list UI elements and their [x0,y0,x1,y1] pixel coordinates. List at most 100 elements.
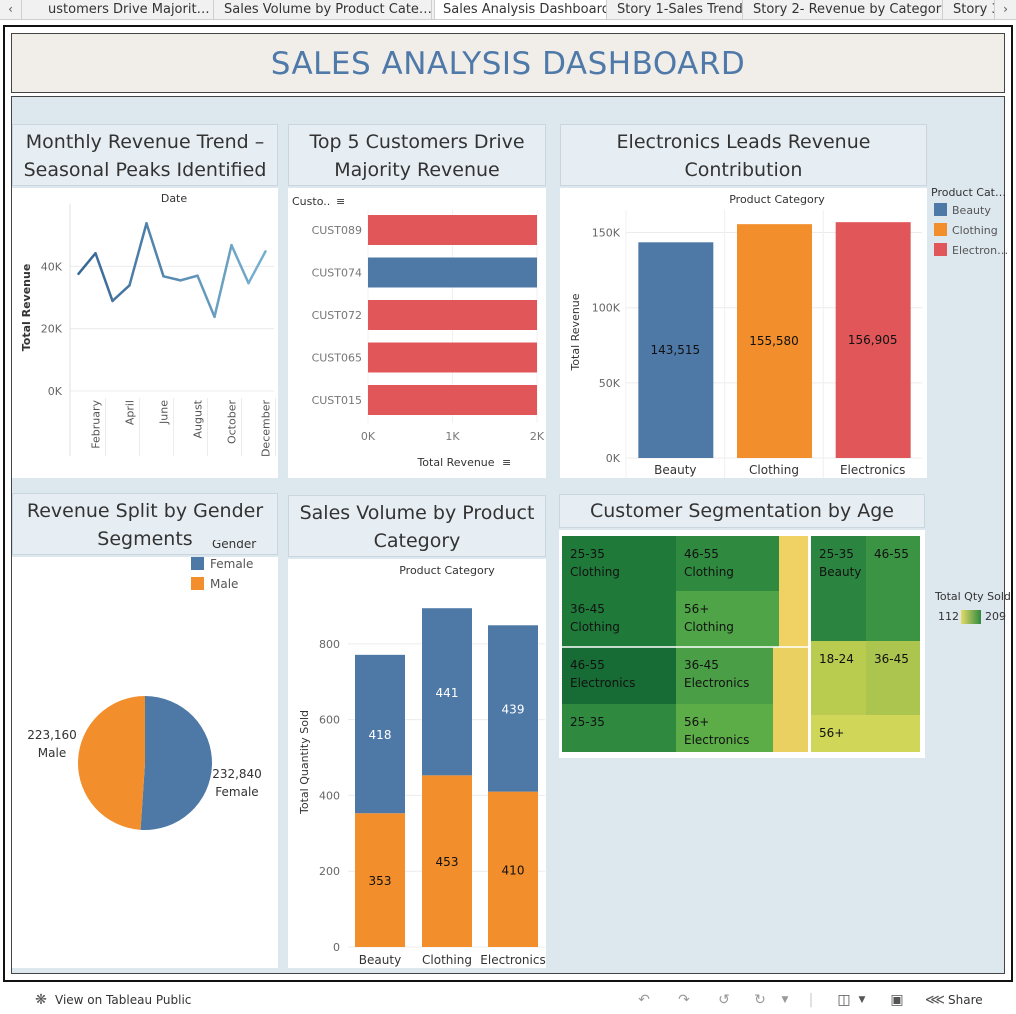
tab-story-1[interactable]: Story 1-Sales Trend [609,0,743,19]
top5-bar [368,385,537,415]
revert-icon[interactable]: ↺ [718,992,730,1008]
toolbar-divider: | [808,992,814,1008]
volume-category-label: Beauty [359,953,401,967]
treemap-cell [866,641,920,715]
monthly-ytick-label: 20K [41,323,63,336]
gender-pie-chart: Gender Female Male 232,840 Female 223,160 Male [27,540,262,830]
treemap-cell [811,536,866,641]
treemap-cell-sublabel: Beauty [819,565,861,579]
volume-bar-segment [355,813,405,947]
top5-category-label: CUST074 [312,267,362,280]
top5-xtick-label: 0K [361,430,376,443]
download-icon[interactable]: ◫ [837,992,851,1008]
top5-bar [368,257,537,288]
treemap-cell-label: 56+ [819,726,844,740]
gender-legend-swatch [191,557,204,570]
segmentation-title-line1: Customer Segmentation by Age [590,500,894,522]
electronics-title-line1: Electronics Leads Revenue [616,131,871,153]
monthly-revenue-title: Monthly Revenue Trend – Seasonal Peaks I… [12,124,278,186]
chevron-down-icon[interactable]: ▼ [781,995,789,1005]
gender-split-title: Revenue Split by Gender Segments [12,493,278,555]
treemap-cell-label: 36-45 [684,658,719,672]
sheet-tab-bar: ustomers Drive Majorit… Sales Volume by … [0,0,1016,20]
electronics-legend-title: Product Cat… [931,188,1006,199]
electronics-title-line2: Contribution [684,159,803,181]
treemap-cell-label: 18-24 [819,652,854,666]
volume-title-line1: Sales Volume by Product [299,502,535,524]
treemap-cell [676,536,779,591]
monthly-ytick-label: 40K [41,260,63,273]
fullscreen-icon[interactable]: ▣ [890,992,904,1008]
tab-story-3[interactable]: Story 3 [945,0,995,19]
monthly-xtick-label: August [192,399,205,438]
gender-slice-label: Female [215,785,258,799]
top5-bar [368,300,537,330]
top5-bar [368,342,537,373]
tab-sales-analysis-dashboard[interactable]: Sales Analysis Dashboard [434,0,607,19]
redo-icon[interactable]: ↷ [678,992,690,1008]
share-icon[interactable]: ⋘ [925,992,945,1008]
sort-icon: ≡ [502,456,511,469]
monthly-line-segment [77,251,97,276]
monthly-title-line1: Monthly Revenue Trend – [25,131,265,153]
tab-story-2[interactable]: Story 2- Revenue by Category [745,0,943,19]
volume-header: Product Category [399,564,495,577]
monthly-line-segment [94,251,114,303]
electronics-legend-label: Clothing [952,224,998,237]
top5-xtick-label: 1K [445,430,460,443]
undo-icon[interactable]: ↶ [638,992,650,1008]
volume-data-label: 441 [436,686,459,700]
view-on-tableau-public-link[interactable]: View on Tableau Public [55,993,192,1007]
treemap-cell-label: 46-55 [684,547,719,561]
gender-title-line1: Revenue Split by Gender [26,500,264,522]
monthly-xtick-label: February [90,400,103,449]
electronics-category-label: Beauty [654,463,696,477]
treemap-cell-label: 46-55 [570,658,605,672]
treemap-cell [676,591,779,647]
treemap-cell [811,641,866,715]
electronics-legend-swatch [934,223,947,236]
monthly-date-header: Date [161,192,188,205]
category-revenue-chart: Product Category 0K 50K 100K 150K Total Reven… [569,188,1008,478]
tab-top-customers[interactable]: ustomers Drive Majorit… [40,0,214,19]
volume-data-label: 439 [502,702,525,716]
monthly-line-segment [128,222,148,287]
volume-data-label: 453 [436,855,459,869]
treemap-cell-sublabel: Electronics [684,733,749,747]
volume-bar-segment [488,791,538,947]
share-button[interactable]: Share [948,993,983,1007]
chevron-right-icon[interactable]: › [994,0,1016,19]
monthly-ylabel: Total Revenue [20,264,33,352]
treemap-cell-label: 25-35 [570,715,605,729]
volume-ytick-label: 600 [319,714,340,727]
volume-ylabel: Total Quantity Sold [298,710,311,815]
monthly-line-segment [196,274,216,319]
volume-title-line2: Category [373,530,461,552]
volume-bar-segment [422,608,472,776]
treemap-cell-label: 46-55 [874,547,909,561]
treemap-cell-sublabel: Clothing [570,565,620,579]
chevron-left-icon[interactable]: ‹ [0,0,22,19]
dashboard-title-box: SALES ANALYSIS DASHBOARD [11,33,1005,93]
tableau-logo-icon[interactable]: ❋ [35,992,47,1008]
treemap-cell-sublabel: Clothing [684,620,734,634]
electronics-category-label: Electronics [840,463,905,477]
refresh-icon[interactable]: ↻ [754,992,766,1008]
chevron-down-icon[interactable]: ▼ [858,995,866,1005]
monthly-line-segment [162,275,182,282]
gender-pie-slice-female [140,696,212,830]
tab-sales-volume[interactable]: Sales Volume by Product Cate… [216,0,432,19]
top5-customers-title: Top 5 Customers Drive Majority Revenue [288,124,546,186]
top5-title-line1: Top 5 Customers Drive [309,131,525,153]
monthly-xtick-label: October [226,400,239,444]
gender-value-label: 232,840 [212,767,262,781]
treemap-cell [562,704,676,752]
monthly-xtick-label: December [260,400,273,458]
electronics-legend-swatch [934,203,947,216]
dashboard-title: SALES ANALYSIS DASHBOARD [270,46,746,82]
electronics-ytick-label: 100K [592,302,621,315]
electronics-category-label: Clothing [749,463,799,477]
monthly-line-segment [111,284,131,303]
electronics-legend-swatch [934,243,947,256]
treemap-legend-min: 112 [938,610,959,623]
